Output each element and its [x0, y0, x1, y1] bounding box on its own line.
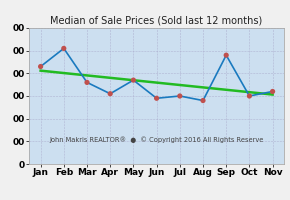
Point [224, 54, 229, 57]
Point [270, 90, 275, 93]
Point [108, 92, 113, 95]
Point [154, 97, 159, 100]
Point [247, 94, 252, 98]
Point [85, 81, 89, 84]
Point [131, 79, 136, 82]
Title: Median of Sale Prices (Sold last 12 months): Median of Sale Prices (Sold last 12 mont… [50, 16, 263, 26]
Point [177, 94, 182, 98]
Text: John Makris REALTOR®  ●  © Copyright 2016 All Rights Reserve: John Makris REALTOR® ● © Copyright 2016 … [49, 136, 264, 143]
Point [61, 47, 66, 50]
Point [201, 99, 205, 102]
Point [38, 65, 43, 68]
